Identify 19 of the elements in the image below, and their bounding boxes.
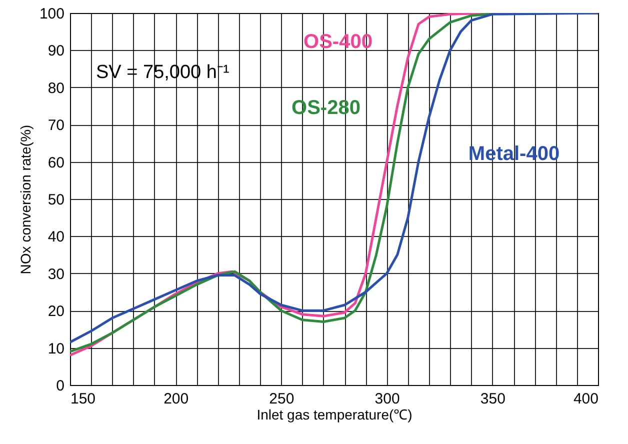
y-tick-label: 20	[48, 303, 64, 320]
y-tick-label: 70	[48, 117, 64, 134]
y-tick-label: 10	[48, 340, 64, 358]
x-axis-title: Inlet gas temperature(℃)	[256, 406, 412, 422]
y-tick-label: 30	[48, 266, 64, 283]
x-tick-label: 300	[374, 390, 400, 408]
y-tick-label: 60	[48, 154, 64, 172]
y-tick-label: 50	[48, 192, 64, 208]
x-tick-label: 400	[573, 390, 598, 408]
y-tick-label: 90	[48, 42, 64, 60]
x-tick-label: 250	[269, 390, 294, 408]
y-tick-label: 100	[39, 6, 64, 22]
y-tick-label: 0	[56, 378, 64, 394]
y-tick-label: 80	[48, 80, 64, 97]
y-axis-title: NOx conversion rate(%)	[17, 124, 34, 274]
x-tick-label: 350	[480, 390, 506, 408]
y-tick-label: 40	[48, 228, 64, 246]
x-tick-label: 200	[164, 390, 189, 408]
x-tick-label: 150	[70, 390, 96, 408]
